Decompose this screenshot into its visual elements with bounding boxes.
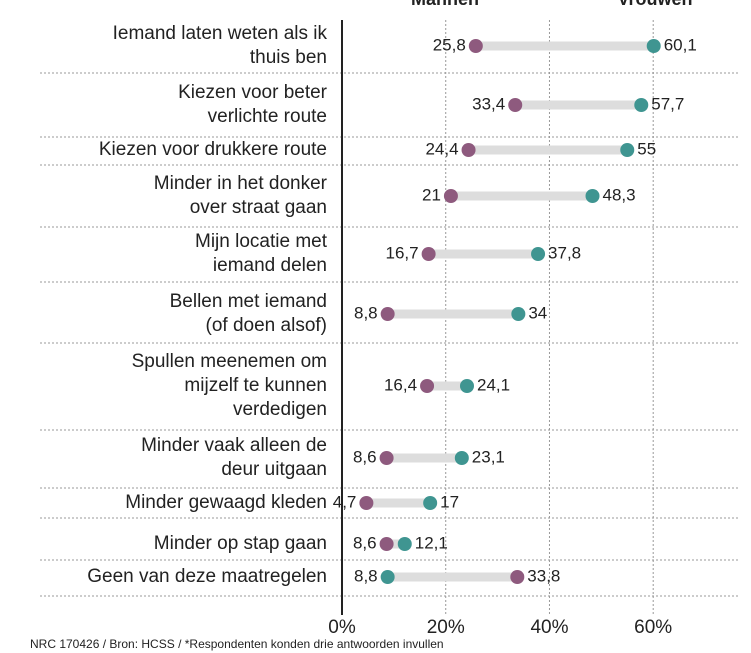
legend-label: Mannen xyxy=(411,0,479,9)
value-label: 12,1 xyxy=(415,533,448,552)
value-label: 16,7 xyxy=(386,243,419,262)
dot xyxy=(397,537,412,551)
value-label: 16,4 xyxy=(384,375,417,394)
dot xyxy=(585,189,600,203)
dot xyxy=(531,247,546,261)
category-label: verdedigen xyxy=(233,399,327,420)
dot xyxy=(461,143,476,157)
dot xyxy=(459,379,474,393)
x-tick-label: 0% xyxy=(328,617,356,638)
dot xyxy=(359,496,374,510)
category-label: (of doen alsof) xyxy=(206,315,327,336)
category-label: deur uitgaan xyxy=(221,459,327,480)
value-label: 24,4 xyxy=(425,139,458,158)
dot xyxy=(380,570,395,584)
category-label: Iemand laten weten als ik xyxy=(113,23,328,44)
category-label: thuis ben xyxy=(250,47,327,68)
dot xyxy=(508,98,523,112)
category-label: Kiezen voor beter xyxy=(178,82,328,103)
footnote: NRC 170426 / Bron: HCSS / *Respondenten … xyxy=(30,637,444,651)
value-label: 60,1 xyxy=(664,35,697,54)
dot xyxy=(443,189,458,203)
value-label: 37,8 xyxy=(548,243,581,262)
legend-label: Vrouwen xyxy=(617,0,692,9)
value-label: 23,1 xyxy=(472,447,505,466)
dot xyxy=(379,537,394,551)
category-label: Spullen meenemen om xyxy=(132,351,327,372)
value-label: 8,8 xyxy=(354,566,378,585)
category-label: Bellen met iemand xyxy=(170,291,327,312)
category-label: verlichte route xyxy=(208,106,327,127)
dot xyxy=(634,98,649,112)
dot xyxy=(511,307,526,321)
category-label: Kiezen voor drukkere route xyxy=(99,139,327,160)
category-label: Mijn locatie met xyxy=(195,231,328,252)
category-label: over straat gaan xyxy=(190,197,327,218)
dot xyxy=(420,379,435,393)
category-label: mijzelf te kunnen xyxy=(184,375,327,396)
value-label: 55 xyxy=(637,139,656,158)
dot xyxy=(421,247,436,261)
dot xyxy=(454,451,469,465)
category-label: Minder op stap gaan xyxy=(154,533,327,554)
dot xyxy=(380,307,395,321)
dot xyxy=(423,496,438,510)
value-label: 17 xyxy=(440,492,459,511)
value-label: 8,8 xyxy=(354,303,378,322)
value-label: 24,1 xyxy=(477,375,510,394)
value-label: 33,8 xyxy=(527,566,560,585)
dot xyxy=(620,143,635,157)
value-label: 21 xyxy=(422,185,441,204)
dot xyxy=(468,39,483,53)
x-tick-label: 20% xyxy=(427,617,465,638)
category-label: Minder in het donker xyxy=(154,173,328,194)
value-label: 8,6 xyxy=(353,447,377,466)
x-tick-label: 60% xyxy=(634,617,672,638)
value-label: 48,3 xyxy=(603,185,636,204)
dot xyxy=(646,39,661,53)
category-label: Minder gewaagd kleden xyxy=(125,492,327,513)
value-label: 8,6 xyxy=(353,533,377,552)
dot xyxy=(379,451,394,465)
value-label: 34 xyxy=(528,303,547,322)
category-label: Minder vaak alleen de xyxy=(141,435,327,456)
x-tick-label: 40% xyxy=(530,617,568,638)
category-label: iemand delen xyxy=(213,255,327,276)
value-label: 57,7 xyxy=(651,94,684,113)
category-label: Geen van deze maatregelen xyxy=(87,566,327,587)
dot xyxy=(510,570,525,584)
value-label: 25,8 xyxy=(433,35,466,54)
value-label: 33,4 xyxy=(472,94,505,113)
value-label: 4,7 xyxy=(333,492,357,511)
